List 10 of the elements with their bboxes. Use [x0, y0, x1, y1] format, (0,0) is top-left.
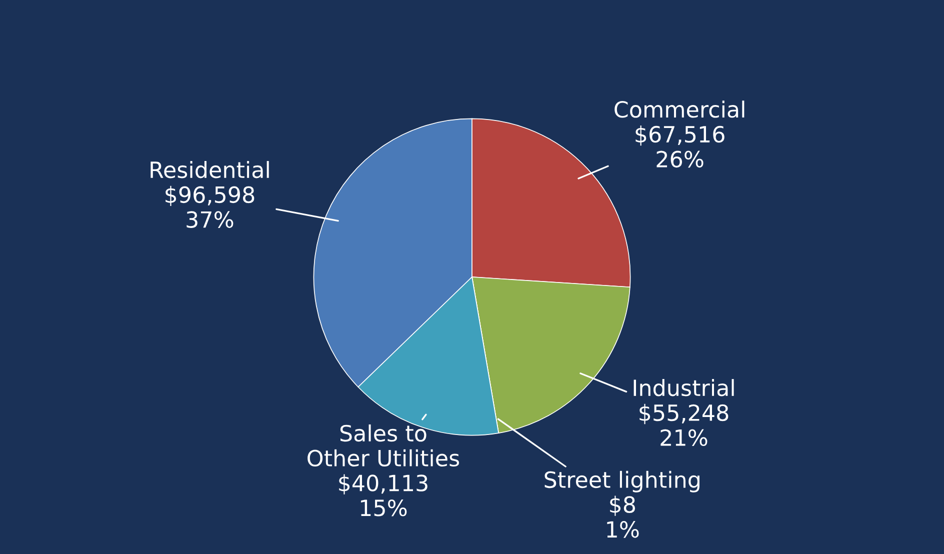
data-label: $96,598 37% [166, 186, 254, 228]
slice-label: Commercial [614, 100, 744, 118]
slice-label: Street lighting [544, 470, 700, 492]
slice-label: Residential [150, 160, 269, 178]
data-label: $40,113 15% [339, 474, 428, 516]
data-label: $55,248 21% [640, 404, 728, 446]
slice-label: Industrial [634, 379, 734, 396]
data-label: $67,516 26% [636, 125, 724, 168]
slice-label: Sales to Other Utilities [308, 424, 460, 467]
data-label: $8 1% [607, 496, 639, 538]
